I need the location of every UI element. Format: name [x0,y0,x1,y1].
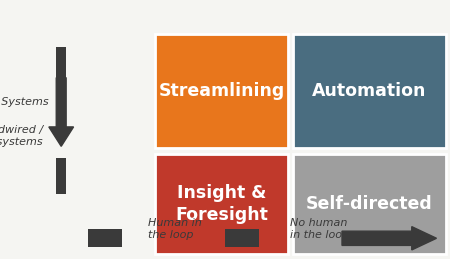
Bar [155,154,288,254]
Text: Hardwired /
specific systems: Hardwired / specific systems [0,125,43,147]
Text: Automation: Automation [312,82,427,100]
Text: Streamlining: Streamlining [158,82,285,100]
Bar [225,229,259,247]
Bar [88,229,122,247]
Bar [155,34,288,148]
FancyArrow shape [342,227,436,250]
Bar [56,158,66,194]
Text: No human
in the loop: No human in the loop [290,218,349,240]
Text: Self-directed: Self-directed [306,195,433,213]
FancyArrow shape [49,78,74,146]
Text: Insight &
Foresight: Insight & Foresight [175,184,268,224]
Bar [293,154,446,254]
Text: Adaptive Systems: Adaptive Systems [0,97,50,107]
Text: Human in
the loop: Human in the loop [148,218,202,240]
Bar [56,47,66,83]
Bar [293,34,446,148]
